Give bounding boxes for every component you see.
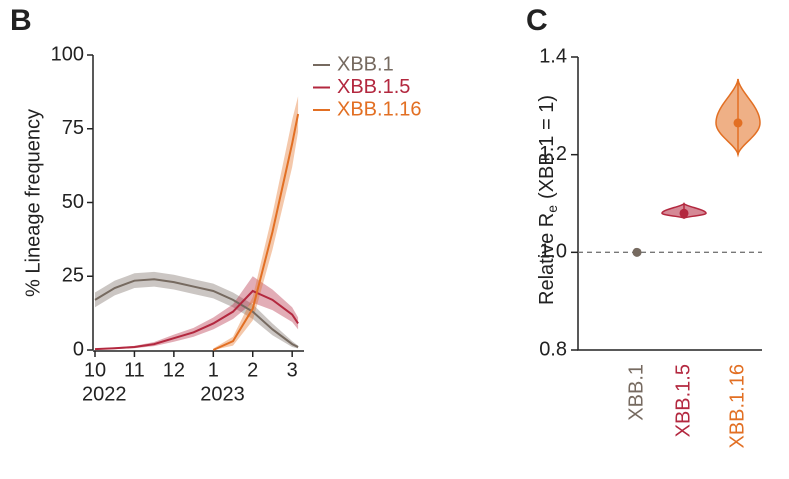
y-tick-label: 100 bbox=[51, 43, 84, 65]
category-label: XBB.1 bbox=[625, 364, 647, 421]
point-estimate bbox=[733, 118, 743, 128]
y-tick-label: 1.4 bbox=[539, 45, 567, 67]
legend-label: XBB.1 bbox=[337, 53, 394, 75]
series-line bbox=[94, 289, 299, 351]
point-estimate bbox=[679, 208, 689, 218]
series-line bbox=[94, 278, 299, 348]
year-label: 2022 bbox=[82, 383, 127, 405]
y-label-main: Relative R bbox=[536, 213, 558, 305]
y-tick-label: 50 bbox=[62, 191, 84, 213]
y-axis-label: Relative Re (XBB.1 = 1) bbox=[536, 95, 559, 305]
y-tick-label: 0.8 bbox=[539, 338, 567, 360]
panel-label: C bbox=[526, 4, 548, 37]
x-tick-label: 12 bbox=[163, 359, 185, 381]
x-tick-label: 11 bbox=[124, 359, 145, 381]
y-tick-label: 1.0 bbox=[539, 241, 567, 263]
y-label-subscript: e bbox=[544, 205, 560, 213]
x-tick-label: 1 bbox=[208, 359, 219, 381]
confidence-band bbox=[95, 276, 299, 350]
y-tick-label: 25 bbox=[62, 265, 84, 287]
category-label: XBB.1.5 bbox=[672, 364, 694, 437]
y-label-suffix: (XBB.1 = 1) bbox=[536, 95, 558, 199]
series-line bbox=[212, 113, 300, 351]
y-axis-label: % Lineage frequency bbox=[22, 109, 44, 297]
y-tick-label: 75 bbox=[62, 117, 84, 139]
y-tick-label: 0 bbox=[73, 338, 84, 360]
legend-label: XBB.1.5 bbox=[337, 76, 410, 98]
category-label: XBB.1.16 bbox=[726, 364, 748, 449]
legend-label: XBB.1.16 bbox=[337, 98, 422, 120]
panel-label: B bbox=[10, 4, 32, 37]
x-tick-label: 2 bbox=[247, 359, 258, 381]
x-tick-label: 10 bbox=[84, 359, 106, 381]
y-tick-label: 1.2 bbox=[539, 143, 567, 165]
year-label: 2023 bbox=[200, 383, 245, 405]
x-tick-label: 3 bbox=[287, 359, 298, 381]
point-estimate bbox=[632, 247, 642, 257]
